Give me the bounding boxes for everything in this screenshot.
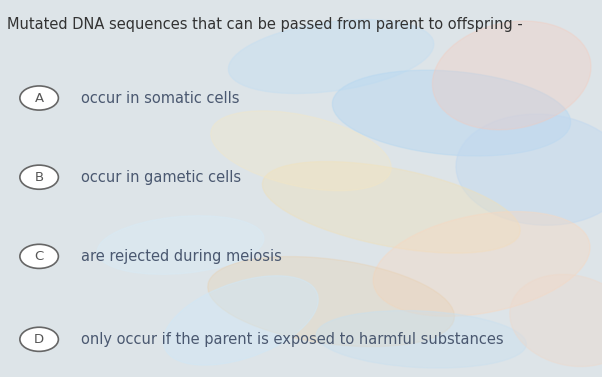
Ellipse shape <box>432 21 591 130</box>
Text: B: B <box>34 171 44 184</box>
Text: A: A <box>34 92 44 104</box>
Ellipse shape <box>208 257 455 346</box>
Text: occur in gametic cells: occur in gametic cells <box>81 170 241 185</box>
Ellipse shape <box>317 311 526 368</box>
Ellipse shape <box>163 276 318 365</box>
Ellipse shape <box>456 114 602 225</box>
Circle shape <box>20 165 58 189</box>
Ellipse shape <box>373 211 590 316</box>
Ellipse shape <box>510 274 602 366</box>
Text: only occur if the parent is exposed to harmful substances: only occur if the parent is exposed to h… <box>81 332 504 347</box>
Circle shape <box>20 86 58 110</box>
Text: Mutated DNA sequences that can be passed from parent to offspring -: Mutated DNA sequences that can be passed… <box>7 17 523 32</box>
Ellipse shape <box>262 162 520 253</box>
Ellipse shape <box>98 216 264 274</box>
Ellipse shape <box>332 70 571 156</box>
Circle shape <box>20 244 58 268</box>
Text: occur in somatic cells: occur in somatic cells <box>81 90 240 106</box>
Ellipse shape <box>211 111 391 191</box>
Text: C: C <box>34 250 44 263</box>
Text: are rejected during meiosis: are rejected during meiosis <box>81 249 282 264</box>
Ellipse shape <box>228 20 434 93</box>
Circle shape <box>20 327 58 351</box>
Text: D: D <box>34 333 44 346</box>
